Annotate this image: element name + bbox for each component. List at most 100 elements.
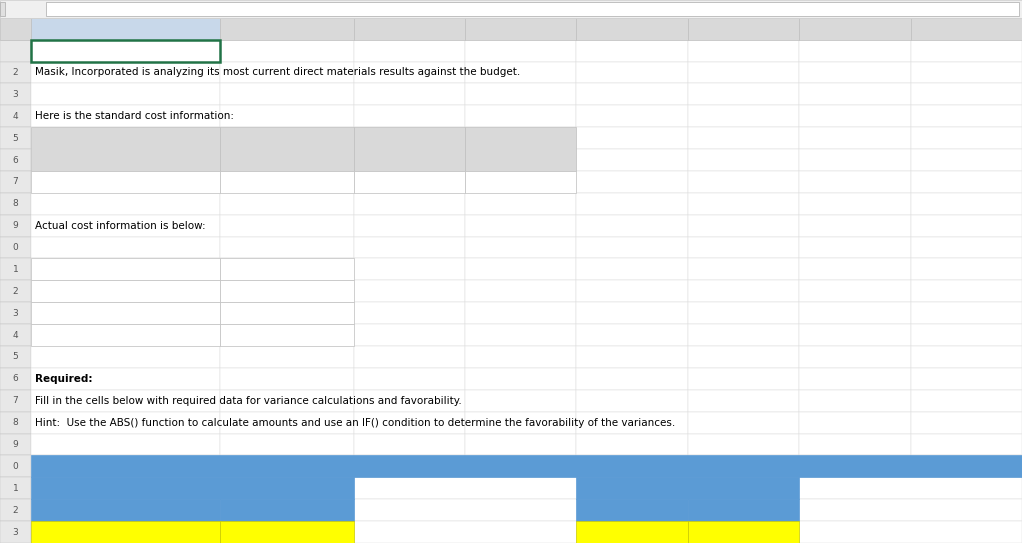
Bar — [220, 193, 354, 214]
Bar — [911, 18, 1022, 40]
Bar — [688, 324, 799, 346]
Bar — [465, 214, 576, 237]
Bar — [576, 521, 688, 543]
Bar — [688, 149, 799, 171]
Text: Actual cost information is below:: Actual cost information is below: — [35, 220, 205, 231]
Bar — [0, 214, 31, 237]
Bar — [31, 214, 220, 237]
Bar — [688, 193, 799, 214]
Text: 5: 5 — [12, 352, 18, 362]
Bar — [0, 127, 31, 149]
Bar — [911, 127, 1022, 149]
Bar — [0, 280, 31, 302]
Bar — [0, 456, 31, 477]
Bar — [220, 346, 354, 368]
Text: 2: 2 — [12, 287, 18, 296]
Bar — [911, 214, 1022, 237]
Bar — [354, 193, 465, 214]
Text: AQ: AQ — [623, 505, 641, 515]
Bar — [31, 280, 220, 302]
Bar — [576, 193, 688, 214]
Bar — [0, 18, 31, 40]
Bar — [576, 477, 799, 499]
Bar — [220, 280, 354, 302]
Bar — [688, 280, 799, 302]
Bar — [31, 280, 220, 302]
Text: 3: 3 — [12, 309, 18, 318]
Bar — [688, 302, 799, 324]
Bar — [688, 258, 799, 280]
Bar — [576, 412, 688, 433]
Text: 19.00: 19.00 — [541, 177, 570, 187]
Bar — [0, 0, 1022, 18]
Bar — [799, 214, 911, 237]
Bar — [0, 40, 31, 61]
Text: C: C — [406, 24, 413, 34]
Bar — [465, 433, 576, 456]
Bar — [220, 390, 354, 412]
Text: $: $ — [224, 330, 231, 340]
Bar — [576, 324, 688, 346]
Text: Actual x Actual (used): Actual x Actual (used) — [127, 483, 258, 493]
Bar — [688, 84, 799, 105]
Bar — [31, 193, 220, 214]
Text: $: $ — [469, 177, 476, 187]
Bar — [31, 499, 220, 521]
Bar — [465, 521, 576, 543]
Bar — [31, 477, 220, 499]
Bar — [31, 477, 1022, 499]
Bar — [576, 61, 688, 84]
Text: B: B — [283, 24, 290, 34]
Bar — [465, 499, 576, 521]
Bar — [911, 521, 1022, 543]
Text: Standard Quantity
per Unit: Standard Quantity per Unit — [365, 138, 455, 160]
Bar — [220, 171, 354, 193]
Bar — [799, 521, 911, 543]
Bar — [0, 84, 31, 105]
Bar — [0, 258, 31, 280]
Bar — [576, 171, 688, 193]
Bar — [31, 149, 220, 171]
Bar — [220, 149, 354, 171]
Bar — [354, 477, 465, 499]
Bar — [31, 412, 220, 433]
Bar — [354, 214, 465, 237]
Bar — [911, 40, 1022, 61]
Text: AP: AP — [279, 505, 294, 515]
Bar — [31, 456, 1022, 477]
Bar — [688, 127, 799, 149]
Bar — [911, 237, 1022, 258]
Bar — [799, 149, 911, 171]
Bar — [576, 105, 688, 127]
Bar — [911, 280, 1022, 302]
Bar — [688, 521, 799, 543]
Bar — [576, 40, 688, 61]
Text: 2: 2 — [12, 506, 18, 515]
Bar — [799, 40, 911, 61]
Text: 8,500: 8,500 — [318, 286, 347, 296]
Bar — [799, 390, 911, 412]
Bar — [799, 18, 911, 40]
Text: Cost information about Masic Incorporated is provided in cells A6 to D7. Actual : Cost information about Masic Incorporate… — [49, 4, 709, 14]
Bar — [0, 346, 31, 368]
Bar — [688, 477, 799, 499]
Bar — [911, 105, 1022, 127]
Bar — [465, 390, 576, 412]
Bar — [576, 477, 688, 499]
Bar — [46, 2, 1019, 16]
Text: Fill in the cells below with required data for variance calculations and favorab: Fill in the cells below with required da… — [35, 396, 462, 406]
Text: Materials Purchased: Materials Purchased — [35, 286, 140, 296]
Bar — [31, 302, 220, 324]
Bar — [0, 368, 31, 390]
Text: Cost of Direct Materials: Cost of Direct Materials — [35, 330, 157, 340]
Bar — [799, 368, 911, 390]
Bar — [220, 280, 354, 302]
Bar — [220, 499, 354, 521]
Bar — [465, 18, 576, 40]
Bar — [576, 456, 688, 477]
Bar — [220, 324, 354, 346]
Bar — [31, 499, 220, 521]
Bar — [354, 171, 465, 193]
Text: 7: 7 — [12, 396, 18, 405]
Bar — [31, 258, 220, 280]
